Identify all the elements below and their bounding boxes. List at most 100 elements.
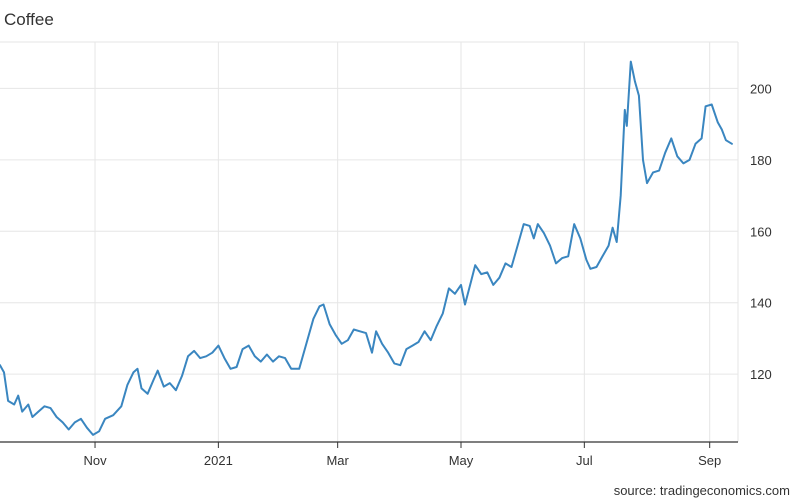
data-point-64 [375, 330, 377, 332]
data-point-75 [442, 312, 444, 314]
y-tick-label-160: 160 [750, 224, 772, 239]
data-point-37 [211, 352, 213, 354]
x-tick-label-2021: 2021 [204, 453, 233, 468]
data-point-7 [31, 416, 33, 418]
data-point-32 [181, 375, 183, 377]
data-point-50 [290, 368, 292, 370]
data-point-46 [266, 353, 268, 356]
data-point-98 [573, 223, 575, 225]
data-point-110 [630, 61, 632, 63]
data-point-29 [163, 386, 165, 388]
data-point-107 [620, 195, 622, 197]
data-point-52 [304, 346, 306, 348]
data-point-58 [341, 343, 343, 345]
data-point-83 [486, 271, 488, 273]
data-point-126 [717, 121, 719, 123]
data-point-40 [229, 368, 232, 370]
data-point-72 [424, 330, 426, 332]
data-point-100 [585, 259, 588, 261]
data-point-90 [529, 225, 531, 227]
data-point-48 [278, 355, 280, 357]
data-point-23 [132, 371, 134, 373]
data-point-6 [27, 403, 29, 406]
data-point-43 [248, 345, 250, 347]
data-point-24 [136, 368, 139, 370]
data-point-124 [705, 105, 707, 107]
data-point-92 [537, 223, 539, 225]
data-point-5 [21, 411, 23, 413]
data-point-82 [480, 273, 482, 275]
data-point-45 [260, 361, 262, 363]
data-point-106 [616, 241, 618, 243]
data-point-2 [7, 400, 9, 402]
x-tick-label-jul: Jul [576, 453, 593, 468]
data-point-27 [153, 378, 155, 381]
data-point-104 [608, 245, 610, 247]
data-point-3 [13, 403, 15, 406]
data-point-129 [731, 143, 733, 145]
data-point-97 [567, 255, 569, 257]
data-point-112 [638, 95, 640, 97]
data-point-41 [236, 366, 238, 368]
data-point-39 [223, 357, 225, 359]
data-point-125 [711, 103, 713, 106]
data-point-35 [199, 357, 201, 359]
data-point-44 [254, 355, 256, 357]
data-point-102 [595, 266, 598, 268]
data-point-30 [169, 382, 171, 384]
data-point-67 [393, 362, 395, 364]
data-point-28 [157, 370, 159, 372]
data-point-61 [359, 330, 361, 332]
data-point-19 [104, 418, 106, 420]
data-point-62 [365, 332, 367, 334]
data-point-0 [0, 364, 1, 366]
series-layer [0, 60, 733, 436]
source-attribution: source: tradingeconomics.com [613, 483, 790, 498]
data-point-105 [612, 227, 614, 229]
data-point-68 [399, 364, 401, 366]
data-point-8 [37, 411, 40, 413]
data-point-69 [405, 348, 407, 350]
data-point-13 [68, 428, 70, 431]
data-point-116 [658, 170, 660, 172]
data-point-81 [474, 264, 476, 266]
data-point-113 [642, 159, 644, 161]
data-point-17 [92, 434, 94, 436]
data-point-103 [601, 255, 604, 257]
x-tick-label-mar: Mar [326, 453, 349, 468]
data-point-122 [694, 143, 697, 145]
data-point-84 [492, 284, 494, 286]
data-point-115 [652, 171, 654, 173]
data-point-10 [49, 407, 52, 409]
data-point-1 [3, 371, 5, 373]
data-point-34 [193, 350, 195, 352]
data-point-108 [624, 109, 626, 111]
data-point-114 [646, 182, 648, 184]
x-tick-label-nov: Nov [83, 453, 107, 468]
data-point-14 [74, 421, 76, 423]
data-point-85 [498, 277, 500, 279]
data-point-93 [543, 232, 545, 234]
data-point-99 [579, 237, 581, 239]
y-tick-label-200: 200 [750, 81, 772, 96]
data-point-53 [312, 318, 314, 320]
data-point-11 [56, 416, 58, 418]
data-point-86 [504, 262, 507, 264]
data-point-9 [43, 405, 46, 407]
data-point-38 [217, 345, 219, 347]
data-point-60 [353, 328, 355, 331]
data-point-51 [298, 368, 300, 370]
data-point-20 [112, 414, 114, 416]
data-point-79 [464, 303, 466, 306]
data-point-12 [62, 421, 64, 423]
grid-lines [0, 41, 739, 442]
y-tick-label-140: 140 [750, 296, 772, 311]
y-tick-label-120: 120 [750, 367, 772, 382]
data-point-57 [335, 334, 337, 336]
data-point-127 [721, 128, 723, 131]
data-point-120 [682, 162, 685, 164]
data-point-76 [448, 287, 450, 289]
data-point-71 [417, 341, 420, 343]
y-tick-label-180: 180 [750, 153, 772, 168]
data-point-74 [436, 325, 438, 327]
